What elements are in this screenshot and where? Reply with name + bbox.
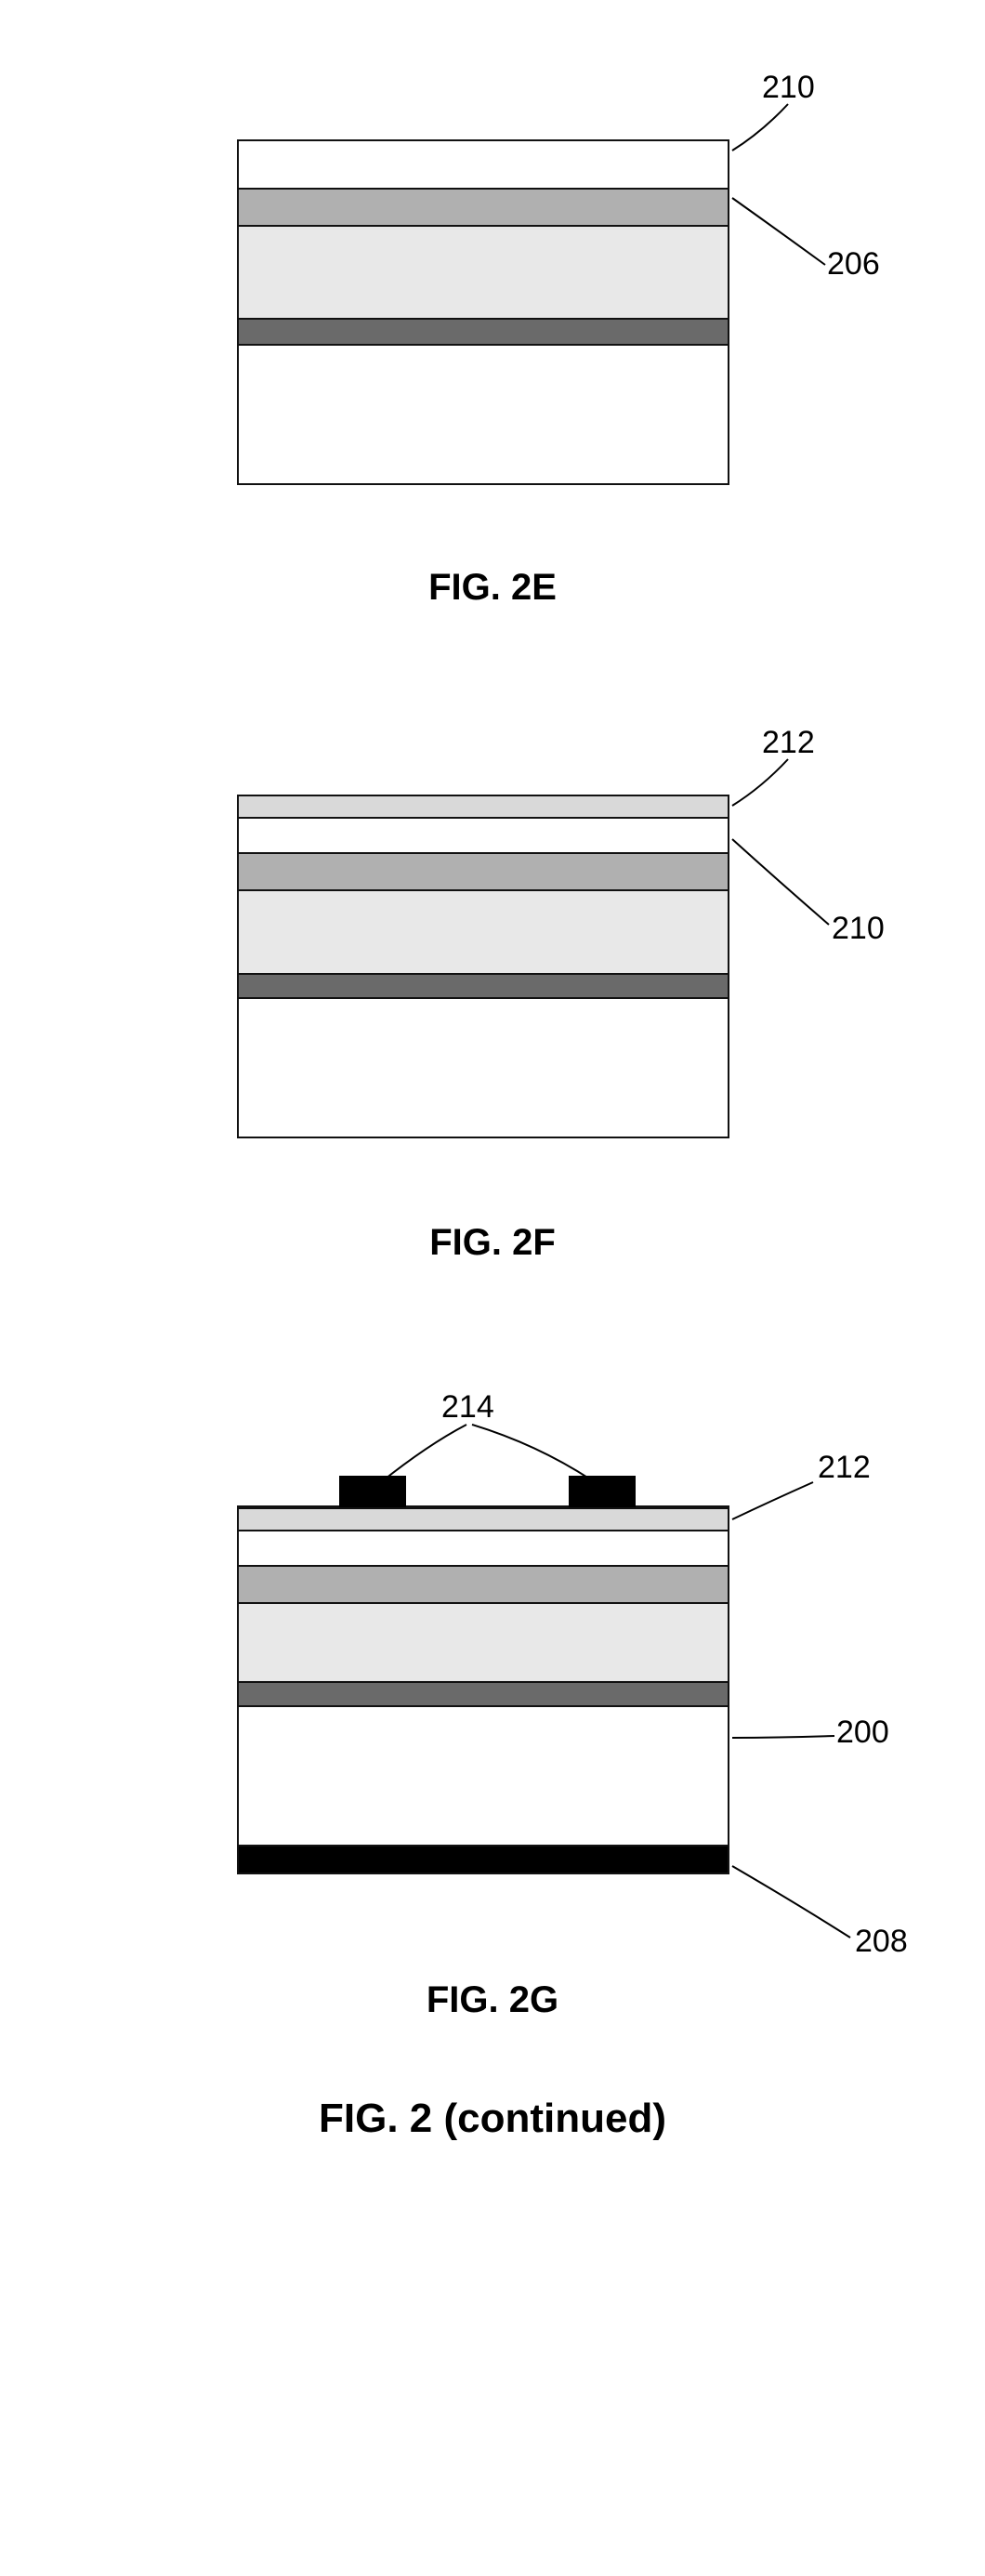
- layer: [239, 1602, 728, 1681]
- layer: [239, 318, 728, 344]
- layer: [239, 141, 728, 188]
- fig2g-caption: FIG. 2G: [74, 1979, 911, 2021]
- layer: [239, 1681, 728, 1705]
- layer: [239, 344, 728, 483]
- layer: [239, 973, 728, 997]
- leader-212b: [725, 1482, 827, 1529]
- leader-212: [725, 759, 818, 815]
- leader-210: [725, 104, 818, 160]
- label-212b: 212: [818, 1450, 871, 1486]
- fig2e-diagram: 210 206: [74, 37, 911, 558]
- fig2f-layers: [237, 795, 729, 1138]
- layer: [239, 1565, 728, 1602]
- leader-214: [353, 1417, 632, 1496]
- figure-2g: 214 212 200 208 FIG. 2G: [74, 1366, 911, 2021]
- layer: [239, 1530, 728, 1565]
- figure-2e: 210 206 FIG. 2E: [74, 37, 911, 609]
- layer: [239, 817, 728, 852]
- leader-206: [725, 191, 836, 274]
- label-212: 212: [762, 725, 815, 761]
- layer: [239, 188, 728, 225]
- fig2f-diagram: 212 210: [74, 692, 911, 1213]
- leader-210b: [725, 832, 841, 934]
- fig2e-layers: [237, 139, 729, 485]
- fig2g-layers: [237, 1505, 729, 1874]
- layer: [239, 796, 728, 817]
- layer: [239, 1705, 728, 1845]
- layer: [239, 1507, 728, 1530]
- fig2f-caption: FIG. 2F: [74, 1222, 911, 1264]
- fig2g-diagram: 214 212 200 208: [74, 1366, 911, 1970]
- leader-200: [725, 1730, 846, 1749]
- layer: [239, 889, 728, 973]
- layer: [239, 225, 728, 318]
- layer: [239, 997, 728, 1137]
- layer: [239, 1845, 728, 1873]
- fig2e-caption: FIG. 2E: [74, 567, 911, 609]
- continued-caption: FIG. 2 (continued): [319, 2096, 666, 2142]
- label-210: 210: [762, 70, 815, 106]
- figure-2f: 212 210 FIG. 2F: [74, 692, 911, 1264]
- layer: [239, 852, 728, 889]
- leader-208: [725, 1859, 864, 1947]
